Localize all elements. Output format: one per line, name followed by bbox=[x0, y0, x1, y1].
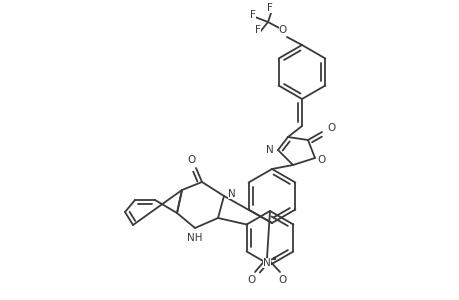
Text: N: N bbox=[228, 189, 235, 199]
Text: N: N bbox=[263, 258, 270, 268]
Text: O: O bbox=[247, 275, 256, 285]
Text: O: O bbox=[187, 155, 196, 165]
Text: F: F bbox=[250, 10, 255, 20]
Text: N: N bbox=[266, 145, 273, 155]
Text: O: O bbox=[278, 275, 286, 285]
Text: F: F bbox=[254, 25, 260, 35]
Text: O: O bbox=[317, 155, 325, 165]
Text: O: O bbox=[278, 25, 286, 35]
Text: NH: NH bbox=[187, 233, 202, 243]
Text: O: O bbox=[327, 123, 336, 133]
Text: F: F bbox=[267, 3, 272, 13]
